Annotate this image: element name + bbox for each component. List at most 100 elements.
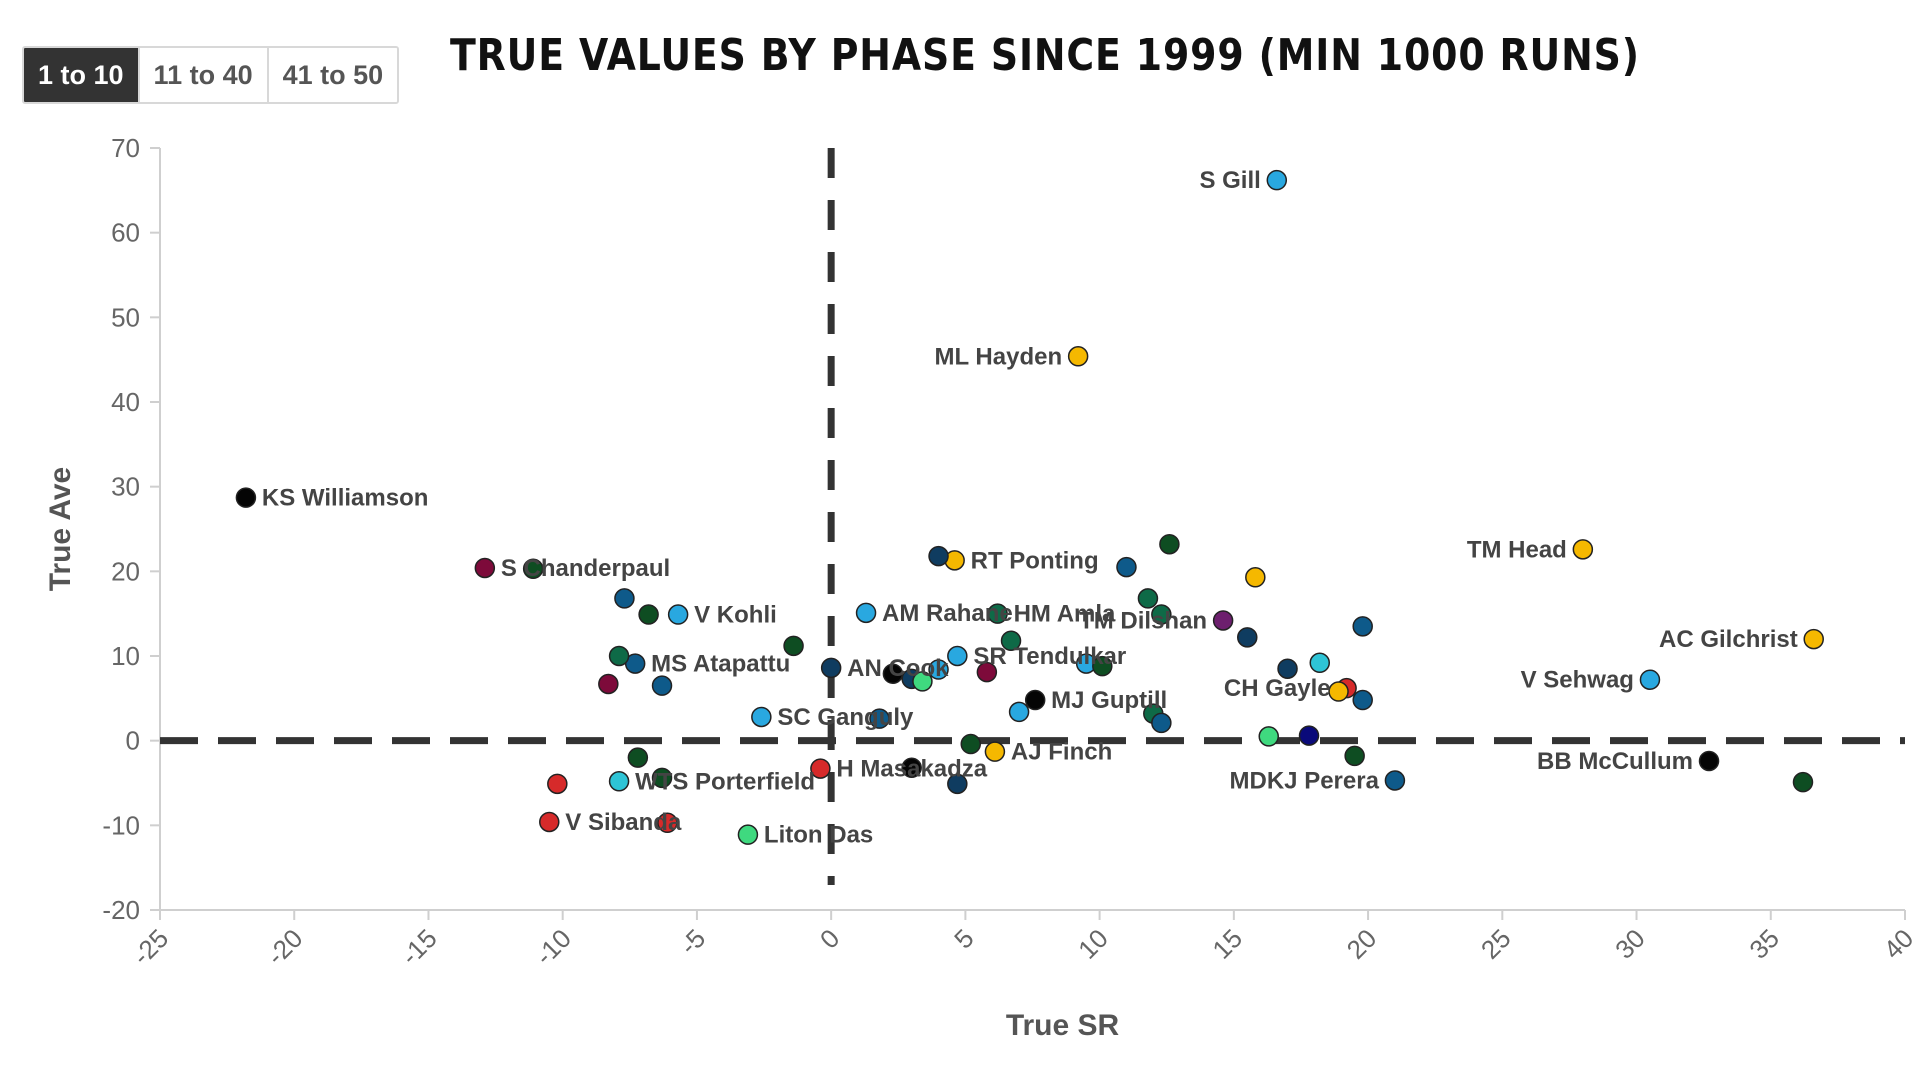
data-point[interactable] <box>1159 533 1180 555</box>
y-tick-label: 70 <box>111 133 140 163</box>
data-point[interactable] <box>1572 539 1594 560</box>
y-tick-label: 50 <box>111 302 140 332</box>
data-point[interactable] <box>539 811 560 833</box>
data-point[interactable] <box>901 757 922 779</box>
data-point[interactable] <box>984 741 1006 762</box>
data-point[interactable] <box>1212 610 1234 631</box>
data-point[interactable] <box>1151 712 1172 734</box>
data-point[interactable] <box>912 671 933 692</box>
data-point[interactable] <box>614 588 635 609</box>
point-label: AM Rahane <box>882 600 1013 627</box>
x-tick-label: 40 <box>1878 923 1920 965</box>
data-point[interactable] <box>1258 726 1279 747</box>
data-point[interactable] <box>987 603 1008 624</box>
data-point[interactable] <box>627 747 649 768</box>
point-label: S Gill <box>1199 167 1260 194</box>
tab-1-to-10[interactable]: 1 to 10 <box>24 48 140 102</box>
point-label: AN Cook <box>847 655 949 682</box>
point-label: CH Gayle <box>1224 675 1331 702</box>
data-point[interactable] <box>820 657 842 679</box>
point-label: MS Atapattu <box>651 651 790 678</box>
data-point[interactable] <box>947 645 968 667</box>
tab-11-to-40[interactable]: 11 to 40 <box>139 48 269 102</box>
data-point[interactable] <box>1298 725 1320 746</box>
data-point[interactable] <box>855 602 877 624</box>
x-tick-label: -10 <box>529 923 577 971</box>
data-point[interactable] <box>976 661 998 683</box>
data-point[interactable] <box>598 673 619 695</box>
y-tick-label: 40 <box>111 387 140 417</box>
data-point[interactable] <box>1008 701 1030 723</box>
data-point[interactable] <box>608 771 630 792</box>
data-point[interactable] <box>1266 169 1288 191</box>
point-label: S Chanderpaul <box>501 555 670 582</box>
data-point[interactable] <box>1067 346 1089 367</box>
point-label: TM Dilshan <box>1079 607 1207 634</box>
data-point[interactable] <box>235 487 257 508</box>
x-tick-label: 20 <box>1341 923 1383 965</box>
point-label: TM Head <box>1467 536 1567 563</box>
y-tick-label: -10 <box>102 810 140 840</box>
data-point[interactable] <box>667 604 689 625</box>
y-tick-label: 10 <box>111 641 140 671</box>
x-tick-label: -25 <box>126 923 174 971</box>
y-tick-label: 60 <box>111 218 140 248</box>
point-label: WTS Porterfield <box>635 768 815 795</box>
data-point[interactable] <box>1328 681 1349 702</box>
data-point[interactable] <box>522 558 544 580</box>
data-point[interactable] <box>1137 588 1159 609</box>
x-tick-label: -5 <box>674 923 712 961</box>
data-point[interactable] <box>1384 770 1406 791</box>
data-point[interactable] <box>737 824 759 845</box>
data-point[interactable] <box>1344 745 1365 767</box>
point-label: BB McCullum <box>1537 748 1693 775</box>
data-point[interactable] <box>751 706 772 728</box>
point-label: Liton Das <box>764 822 873 849</box>
data-point[interactable] <box>1245 567 1266 588</box>
y-tick-label: 20 <box>111 556 140 586</box>
data-point[interactable] <box>1352 689 1373 711</box>
point-label: KS Williamson <box>262 485 428 512</box>
x-tick-label: 5 <box>948 923 979 954</box>
data-point[interactable] <box>810 758 831 779</box>
data-point[interactable] <box>882 663 904 685</box>
data-point[interactable] <box>1698 750 1720 772</box>
point-label: V Sibanda <box>565 809 682 836</box>
data-point[interactable] <box>1803 628 1824 650</box>
data-point[interactable] <box>928 659 949 680</box>
data-point[interactable] <box>1309 652 1331 674</box>
data-point[interactable] <box>1024 689 1046 711</box>
data-point[interactable] <box>608 645 630 667</box>
data-point[interactable] <box>1151 604 1172 625</box>
data-point[interactable] <box>651 675 673 696</box>
data-point[interactable] <box>1352 616 1373 637</box>
data-point[interactable] <box>1092 655 1113 677</box>
x-tick-label: 10 <box>1072 923 1114 965</box>
data-point[interactable] <box>657 812 678 834</box>
data-point[interactable] <box>783 635 804 657</box>
point-label: HM Amla <box>1014 601 1116 628</box>
data-point[interactable] <box>1237 627 1258 648</box>
data-point[interactable] <box>947 773 968 795</box>
point-label: V Sehwag <box>1521 667 1634 694</box>
data-point[interactable] <box>1116 556 1137 578</box>
point-label: AC Gilchrist <box>1659 626 1798 653</box>
point-label: SC Ganguly <box>777 704 914 731</box>
y-tick-label: 30 <box>111 472 140 502</box>
data-point[interactable] <box>651 767 673 789</box>
tab-41-to-50[interactable]: 41 to 50 <box>268 48 398 102</box>
data-point[interactable] <box>1639 669 1661 690</box>
y-axis-label: True Ave <box>44 467 77 592</box>
data-point[interactable] <box>638 604 659 625</box>
data-point[interactable] <box>928 545 949 567</box>
data-point[interactable] <box>474 557 496 579</box>
x-tick-label: 35 <box>1743 923 1785 965</box>
points-group <box>235 169 1824 845</box>
data-point[interactable] <box>1000 630 1022 652</box>
data-point[interactable] <box>1277 658 1298 679</box>
data-point[interactable] <box>869 708 890 729</box>
data-point[interactable] <box>1792 771 1814 793</box>
data-point[interactable] <box>960 733 982 755</box>
data-point[interactable] <box>547 773 568 795</box>
point-labels-group: S Gill ML Hayden KS Williamson TM Head S Cha… <box>262 167 1798 848</box>
